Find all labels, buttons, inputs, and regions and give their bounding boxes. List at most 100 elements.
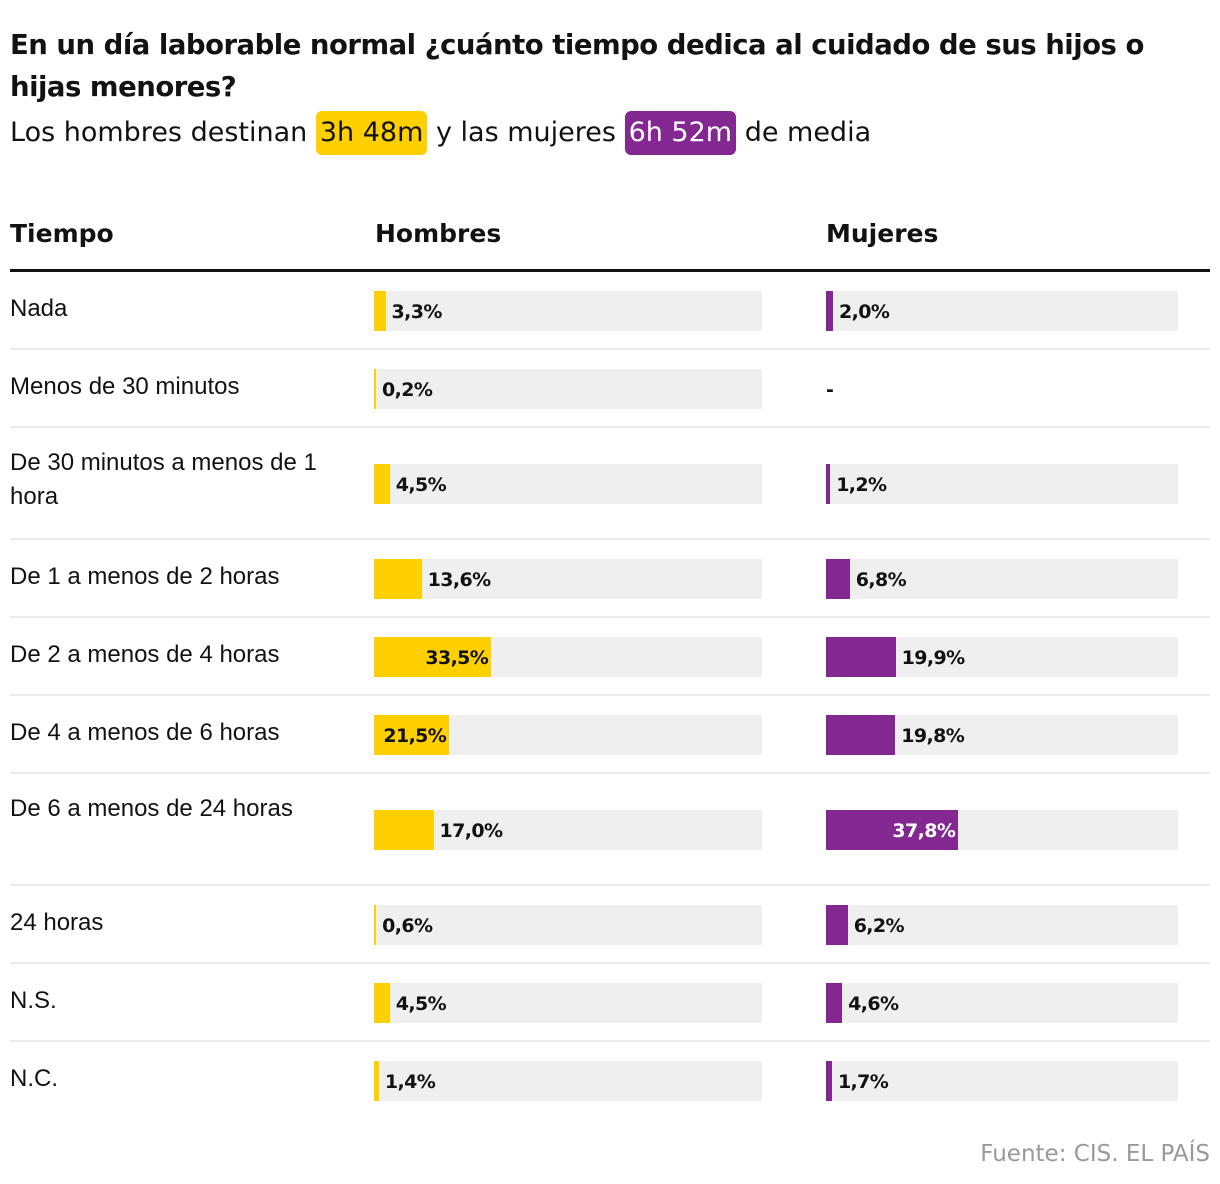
table-row: Menos de 30 minutos 0,2% -	[10, 350, 1210, 428]
men-bar-cell: 21,5%	[374, 715, 762, 755]
women-bar	[826, 905, 848, 945]
women-value-label: 1,2%	[836, 474, 887, 496]
men-value-label: 1,4%	[384, 1071, 436, 1093]
men-bar	[374, 905, 377, 945]
subtitle-suffix: de media	[744, 117, 872, 148]
subtitle-prefix: Los hombres destinan	[10, 117, 308, 148]
women-bar-cell: 19,8%	[826, 715, 1178, 755]
women-value-label: 1,7%	[837, 1071, 889, 1093]
table-row: N.C. 1,4% 1,7%	[10, 1042, 1210, 1118]
women-bar-cell: 4,6%	[826, 983, 1178, 1023]
men-bar-cell: 0,6%	[374, 905, 762, 945]
men-bar	[374, 559, 422, 599]
women-bar-cell: 6,8%	[826, 559, 1178, 599]
men-bar-cell: 4,5%	[374, 983, 762, 1023]
men-value-label: 4,5%	[395, 993, 447, 1015]
table-row: De 4 a menos de 6 horas 21,5% 19,8%	[10, 696, 1210, 774]
women-bar	[826, 810, 959, 850]
row-label: N.C.	[10, 1065, 58, 1092]
table-row: De 2 a menos de 4 horas 33,5% 19,9%	[10, 618, 1210, 696]
men-bar-track	[374, 369, 762, 409]
women-bar	[826, 1061, 832, 1101]
men-value-label: 0,2%	[382, 379, 433, 401]
women-bar	[826, 637, 896, 677]
men-bar-track	[374, 810, 762, 850]
men-bar	[374, 637, 492, 677]
men-value-label: 17,0%	[439, 820, 504, 842]
men-bar	[374, 1061, 379, 1101]
men-bar-cell: 4,5%	[374, 464, 762, 504]
men-bar-cell: 1,4%	[374, 1061, 762, 1101]
header-divider	[10, 269, 1210, 272]
table-row: N.S. 4,5% 4,6%	[10, 964, 1210, 1042]
men-bar-track	[374, 1061, 762, 1101]
women-bar-track	[826, 983, 1178, 1023]
men-bar-track	[374, 983, 762, 1023]
men-value-label: 13,6%	[427, 569, 492, 591]
women-bar-cell: 1,2%	[826, 464, 1178, 504]
men-value-label: 4,5%	[395, 474, 447, 496]
women-bar-cell: 1,7%	[826, 1061, 1178, 1101]
women-value-label: 37,8%	[892, 820, 956, 842]
source-note: Fuente: CIS. EL PAÍS	[980, 1141, 1210, 1167]
men-value-label: 3,3%	[391, 301, 443, 323]
men-value-label: 21,5%	[383, 725, 447, 747]
women-value-label: 19,8%	[901, 725, 965, 747]
women-bar	[826, 715, 896, 755]
men-bar-track	[374, 559, 762, 599]
women-bar-cell: 6,2%	[826, 905, 1178, 945]
women-bar	[826, 559, 850, 599]
women-bar	[826, 983, 843, 1023]
men-bar	[374, 291, 386, 331]
table-row: Nada 3,3% 2,0%	[10, 272, 1210, 350]
men-bar	[374, 715, 450, 755]
row-label: De 2 a menos de 4 horas	[10, 641, 280, 668]
men-value-label: 0,6%	[382, 915, 433, 937]
men-bar	[374, 369, 376, 409]
table-row: 24 horas 0,6% 6,2%	[10, 886, 1210, 964]
men-value-label: 33,5%	[425, 647, 489, 669]
women-bar-track	[826, 291, 1178, 331]
women-bar	[826, 291, 833, 331]
men-bar-track	[374, 291, 762, 331]
women-value-label: 6,8%	[855, 569, 907, 591]
row-label: De 30 minutos a menos de 1 hora	[10, 449, 317, 510]
men-bar	[374, 983, 390, 1023]
men-bar	[374, 810, 434, 850]
women-bar-track	[826, 559, 1178, 599]
column-header-mujeres: Mujeres	[826, 219, 939, 248]
subtitle-middle: y las mujeres	[435, 117, 616, 148]
column-header-hombres: Hombres	[375, 219, 502, 248]
row-label: De 4 a menos de 6 horas	[10, 719, 280, 746]
women-bar-cell: 2,0%	[826, 291, 1178, 331]
women-bar-cell: 37,8%	[826, 810, 1178, 850]
women-bar	[826, 464, 831, 504]
men-bar-cell: 0,2%	[374, 369, 762, 409]
row-label: 24 horas	[10, 909, 104, 936]
row-label: De 1 a menos de 2 horas	[10, 563, 280, 590]
women-value-label: 4,6%	[848, 993, 899, 1015]
women-bar-cell: 19,9%	[826, 637, 1178, 677]
women-bar-cell: -	[826, 369, 1178, 409]
chart-title: En un día laborable normal ¿cuánto tiemp…	[10, 29, 1144, 103]
women-bar-track	[826, 464, 1178, 504]
men-bar	[374, 464, 390, 504]
women-value-label: 2,0%	[839, 301, 890, 323]
men-bar-track	[374, 464, 762, 504]
row-label: Nada	[10, 295, 68, 322]
women-value-label: 19,9%	[901, 647, 966, 669]
women-bar-track	[826, 905, 1178, 945]
table-row: De 6 a menos de 24 horas 17,0% 37,8%	[10, 774, 1210, 886]
row-label: De 6 a menos de 24 horas	[10, 795, 293, 822]
row-label: Menos de 30 minutos	[10, 373, 240, 400]
women-average-badge: 6h 52m	[624, 111, 737, 155]
table-row: De 1 a menos de 2 horas 13,6% 6,8%	[10, 540, 1210, 618]
chart-subtitle: Los hombres destinan 3h 48m y las mujere…	[10, 110, 1210, 156]
women-no-data: -	[826, 379, 834, 401]
men-bar-cell: 13,6%	[374, 559, 762, 599]
table-body: Nada 3,3% 2,0% Menos de 30 minutos 0,2% - De 3…	[0, 272, 1220, 1118]
table-row: De 30 minutos a menos de 1 hora 4,5% 1,2%	[10, 428, 1210, 540]
men-average-badge: 3h 48m	[315, 111, 428, 155]
men-bar-track	[374, 905, 762, 945]
table-header: Tiempo Hombres Mujeres	[10, 214, 1210, 254]
